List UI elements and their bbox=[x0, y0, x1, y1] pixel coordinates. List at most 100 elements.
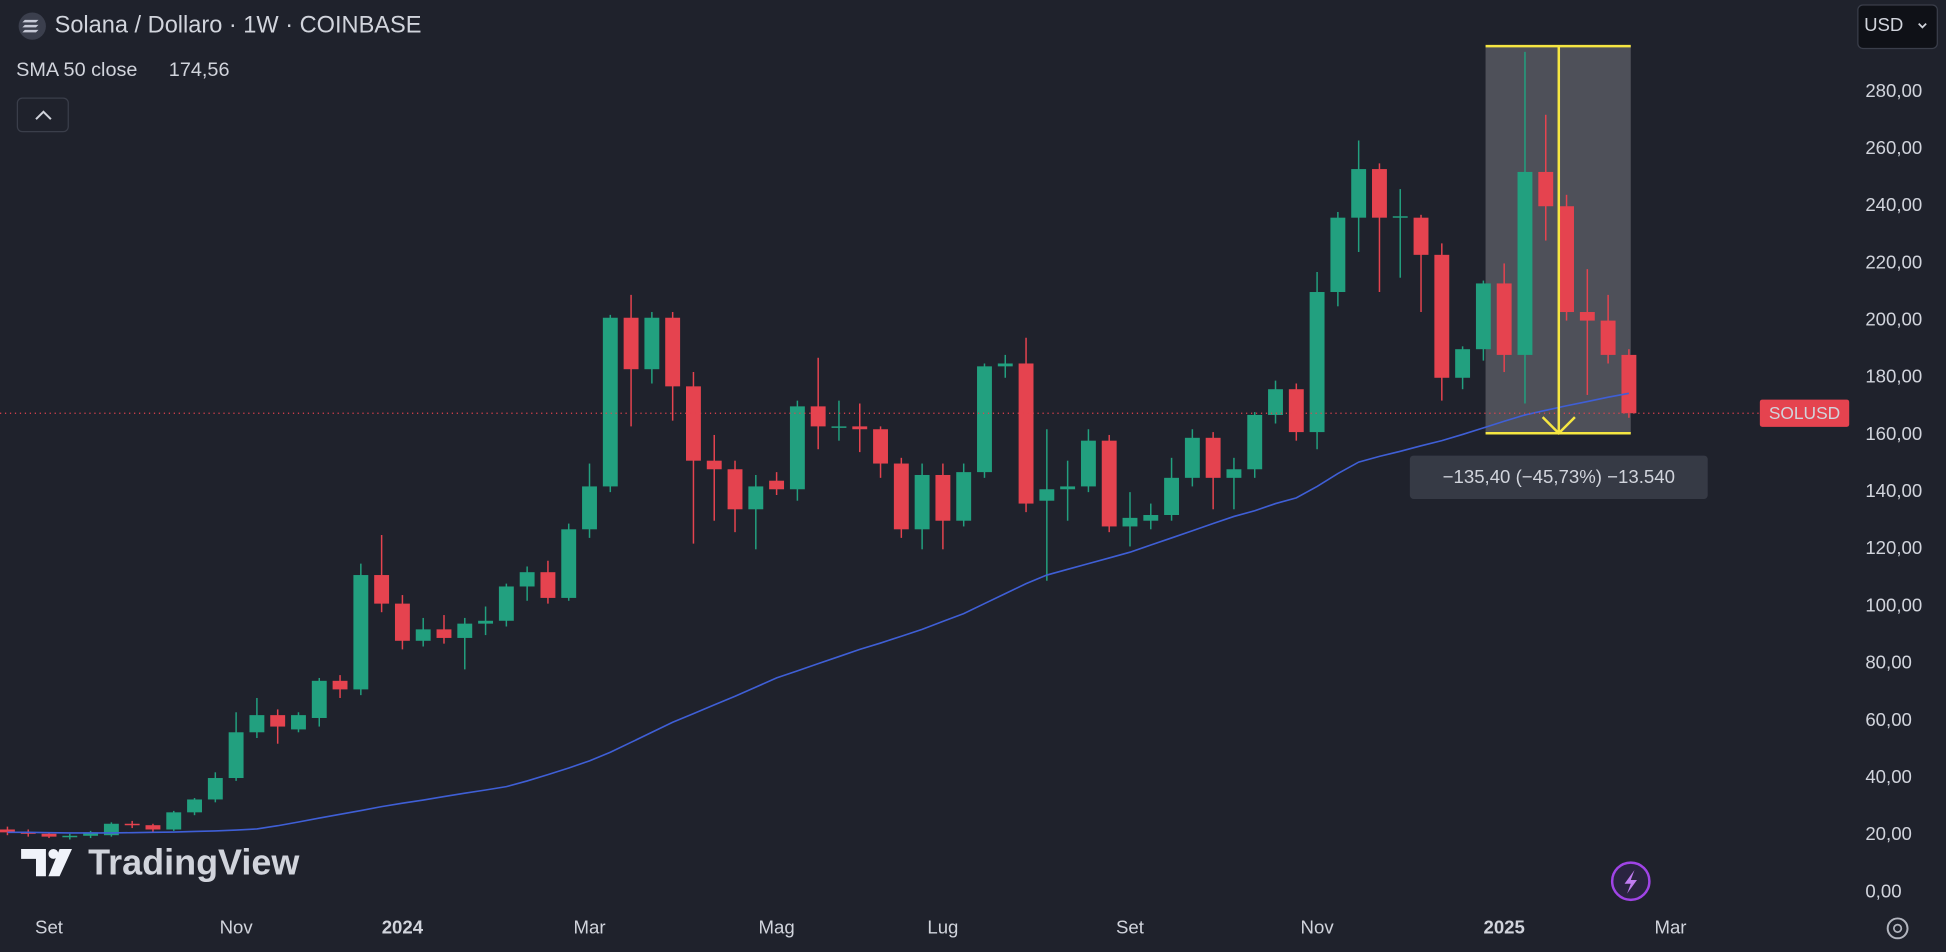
candle-body bbox=[1122, 517, 1138, 527]
y-tick-label: 180,00 bbox=[1865, 366, 1922, 387]
candle-body bbox=[291, 715, 306, 730]
indicator-value: 174,56 bbox=[169, 59, 230, 81]
candle-body bbox=[1413, 217, 1429, 255]
candle-body bbox=[1559, 206, 1574, 313]
x-tick-label: Lug bbox=[927, 916, 958, 937]
candle-body bbox=[1080, 440, 1096, 487]
x-tick-label: Mag bbox=[758, 916, 794, 937]
plot: 0,00 20,00 40,00 60,00 80,00 100,00 120,00 140,… bbox=[0, 44, 1922, 937]
candle-body bbox=[956, 472, 972, 521]
candle-body bbox=[727, 469, 743, 510]
candle-body bbox=[1268, 389, 1283, 415]
y-tick-label: 80,00 bbox=[1865, 652, 1912, 673]
chart-title: Solana / Dollaro · 1W · COINBASE bbox=[55, 11, 422, 37]
settings-button[interactable] bbox=[1886, 917, 1909, 940]
candle-body bbox=[852, 426, 868, 430]
y-tick-label: 280,00 bbox=[1865, 80, 1922, 101]
x-tick-label: Set bbox=[1116, 916, 1145, 937]
candle-body bbox=[602, 317, 618, 487]
candle-body bbox=[769, 480, 785, 490]
candle-body bbox=[436, 629, 452, 638]
x-tick-label: Mar bbox=[1654, 916, 1686, 937]
y-tick-label: 200,00 bbox=[1865, 309, 1922, 330]
candle-body bbox=[270, 715, 286, 727]
candle-body bbox=[1060, 486, 1076, 490]
candle-body bbox=[686, 386, 701, 461]
y-tick-label: 220,00 bbox=[1865, 251, 1922, 272]
measure-arrowhead bbox=[1541, 416, 1576, 435]
candle-body bbox=[1039, 489, 1055, 501]
currency-button[interactable]: USD bbox=[1857, 4, 1938, 50]
candle-body bbox=[83, 832, 99, 836]
candle-body bbox=[706, 460, 722, 470]
candle-body bbox=[1434, 254, 1450, 378]
price-badge bbox=[1759, 399, 1850, 427]
candle-body bbox=[623, 317, 639, 370]
y-tick-label: 40,00 bbox=[1865, 766, 1912, 787]
candle-body bbox=[893, 463, 909, 530]
sma-line bbox=[7, 392, 1630, 834]
indicator-name: SMA 50 close bbox=[16, 59, 137, 81]
candle-body bbox=[582, 486, 597, 530]
measure-label-box bbox=[1409, 455, 1708, 500]
candle-body bbox=[1538, 171, 1554, 207]
y-tick-label: 240,00 bbox=[1865, 194, 1922, 215]
candle-body bbox=[789, 406, 805, 490]
y-tick-label: 20,00 bbox=[1865, 823, 1912, 844]
candle-body bbox=[332, 680, 348, 690]
candle-body bbox=[997, 363, 1013, 367]
candle-body bbox=[124, 823, 140, 826]
y-tick-label: 60,00 bbox=[1865, 709, 1912, 730]
candle-body bbox=[1351, 169, 1367, 218]
candle-body bbox=[145, 825, 161, 830]
candle-body bbox=[1517, 171, 1533, 355]
candle-body bbox=[977, 366, 992, 473]
y-tick-label: 0,00 bbox=[1865, 880, 1901, 901]
y-tick-label: 100,00 bbox=[1865, 594, 1922, 615]
candle-body bbox=[374, 575, 390, 604]
candle-body bbox=[103, 823, 119, 836]
candle-body bbox=[1288, 389, 1304, 433]
candle-body bbox=[561, 529, 577, 598]
measure-label: −135,40 (−45,73%) −13.540 bbox=[1443, 466, 1675, 487]
candle-body bbox=[1392, 216, 1408, 218]
candle-body bbox=[207, 778, 223, 800]
candle-body bbox=[249, 715, 265, 733]
candle-body bbox=[873, 429, 888, 464]
brand-name: TradingView bbox=[88, 842, 300, 883]
candle-body bbox=[1184, 437, 1200, 478]
candle-body bbox=[394, 603, 410, 641]
x-tick-label: 2025 bbox=[1483, 916, 1524, 937]
currency-label: USD bbox=[1864, 14, 1903, 35]
candle-body bbox=[1164, 477, 1180, 516]
candle-body bbox=[1475, 283, 1491, 350]
candle-body bbox=[228, 732, 244, 779]
candle-body bbox=[519, 572, 535, 587]
candle-body bbox=[166, 812, 182, 830]
candle-body bbox=[914, 474, 930, 530]
y-tick-label: 120,00 bbox=[1865, 537, 1922, 558]
candle-body bbox=[498, 586, 514, 621]
candle-body bbox=[1018, 363, 1034, 504]
candle-body bbox=[831, 426, 847, 428]
candle-body bbox=[644, 317, 660, 370]
candle-body bbox=[1143, 515, 1159, 521]
candle-body bbox=[415, 629, 431, 641]
candle-body bbox=[1247, 414, 1263, 470]
x-tick-label: 2024 bbox=[382, 916, 424, 937]
candle-body bbox=[810, 406, 826, 427]
x-tick-label: Mar bbox=[573, 916, 605, 937]
candle-body bbox=[1101, 440, 1117, 527]
candle-body bbox=[1309, 292, 1325, 433]
lightning-button[interactable] bbox=[1610, 861, 1651, 902]
candle-body bbox=[1205, 437, 1221, 478]
collapse-button[interactable] bbox=[16, 97, 69, 133]
candle-body bbox=[1455, 349, 1471, 378]
price-badge-label: SOLUSD bbox=[1769, 403, 1840, 423]
candle-body bbox=[187, 799, 202, 813]
candle-body bbox=[1226, 469, 1242, 478]
candle-body bbox=[665, 317, 681, 387]
candle-body bbox=[353, 575, 369, 690]
